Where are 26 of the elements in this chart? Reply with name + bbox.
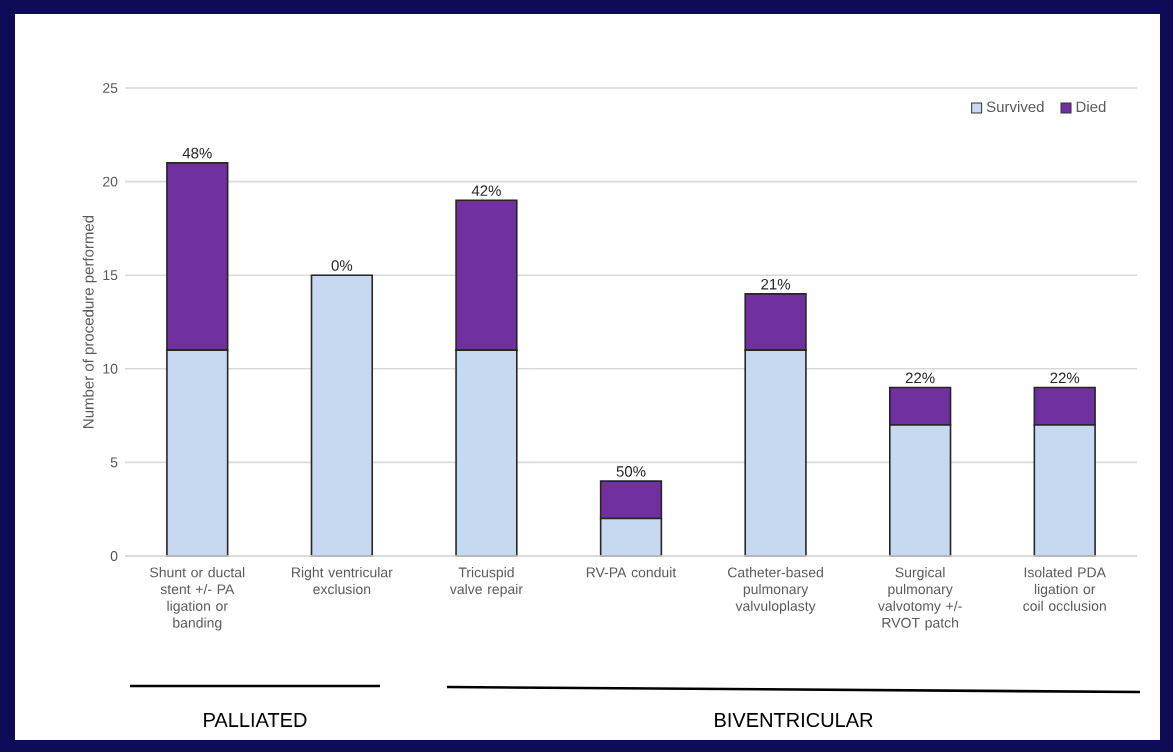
x-tick-label: Catheter-based pulmonary valvuloplasty — [728, 567, 823, 614]
x-tick-label: Right ventricular exclusion — [292, 567, 393, 595]
y-tick-label: 15 — [103, 270, 118, 281]
x-tick-label: Isolated PDA ligation or coil occlusion — [1023, 567, 1106, 611]
text: PALLIATED — [204, 713, 307, 727]
annotation: 21% — [761, 278, 791, 290]
y-tick-label: 0 — [110, 551, 118, 561]
x-tick-label: Surgical pulmonary valvotomy +/- RVOT patch — [878, 567, 962, 631]
bar — [310, 274, 374, 557]
annotation: 0% — [331, 260, 353, 271]
annotation: 22% — [1050, 372, 1080, 384]
y-tick-label: 20 — [103, 176, 118, 187]
y-tick-label: 25 — [103, 83, 118, 93]
annotation: 48% — [182, 147, 212, 159]
x-tick-label: Shunt or ductal stent +/- PA ligation or banding — [150, 567, 245, 631]
legend-label: Died — [1076, 101, 1106, 113]
y-tick-label: 5 — [110, 457, 118, 468]
annotation: 22% — [905, 372, 935, 384]
legend-label: Survived — [986, 101, 1044, 113]
y-tick-label: 10 — [103, 363, 118, 374]
annotation: 50% — [616, 466, 646, 477]
y-axis-title: Number of procedure performed — [82, 215, 97, 428]
x-tick-label: RV-PA conduit — [586, 567, 677, 578]
annotation: 42% — [471, 185, 501, 196]
text: BIVENTRICULAR — [715, 712, 873, 728]
x-tick-label: Tricuspid valve repair — [449, 567, 523, 597]
